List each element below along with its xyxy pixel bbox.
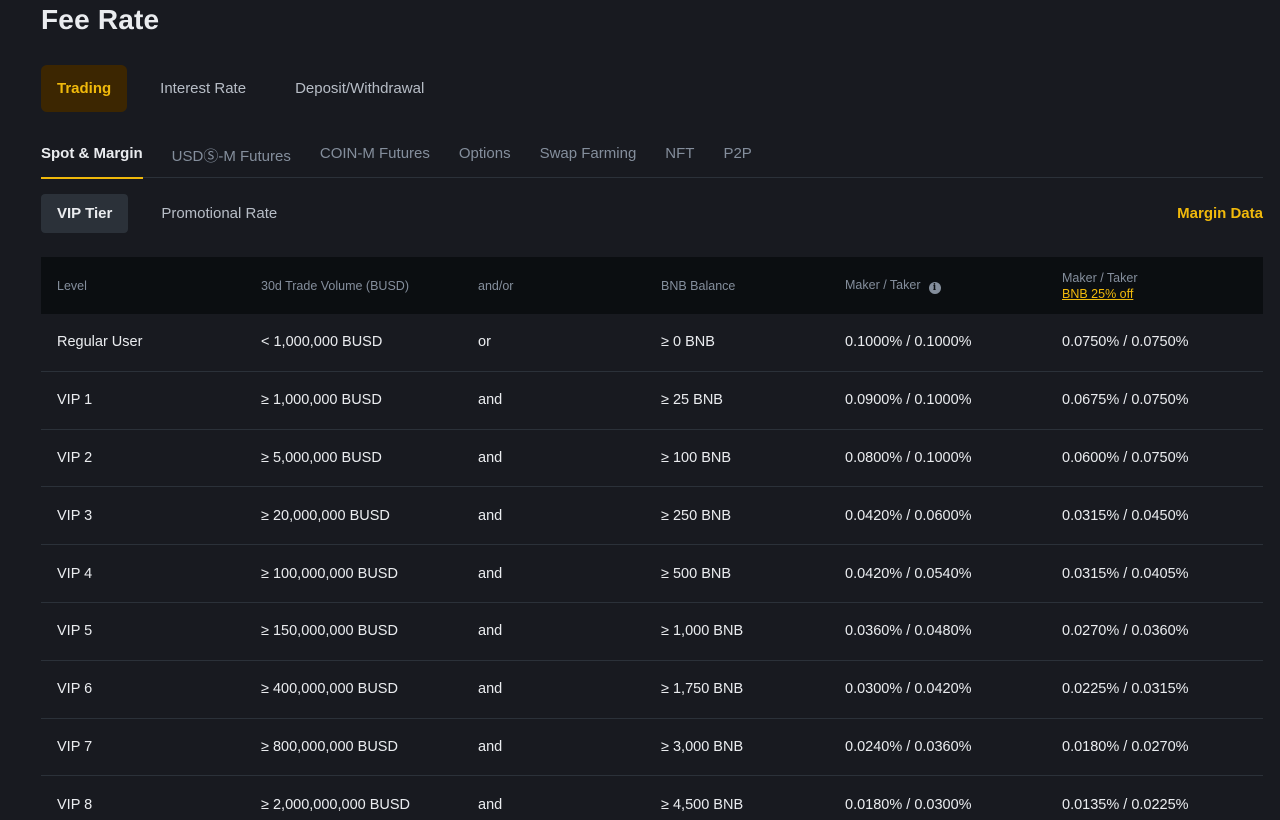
cell-andor: and [478, 738, 503, 755]
cell-level: Regular User [57, 334, 143, 351]
cell-bnb-balance: ≥ 3,000 BNB [661, 738, 744, 755]
table-header: Level 30d Trade Volume (BUSD) and/or BNB… [41, 257, 1263, 314]
cell-bnb-balance: ≥ 100 BNB [661, 449, 732, 466]
cell-maker-taker-bnb: 0.0600% / 0.0750% [1062, 449, 1189, 466]
cell-bnb-balance: ≥ 500 BNB [661, 565, 732, 582]
cell-maker-taker-bnb: 0.0315% / 0.0450% [1062, 507, 1189, 524]
table-row: VIP 1 ≥ 1,000,000 BUSD and ≥ 25 BNB 0.0900% … [41, 372, 1263, 430]
header-volume: 30d Trade Volume (BUSD) [261, 278, 409, 293]
tier-selector: VIP Tier Promotional Rate Margin Data [41, 194, 1263, 233]
cell-level: VIP 2 [57, 449, 93, 466]
cell-volume: ≥ 2,000,000,000 BUSD [261, 796, 411, 813]
tab-p2p[interactable]: P2P [723, 145, 752, 162]
cell-bnb-balance: ≥ 0 BNB [661, 334, 715, 351]
cell-maker-taker: 0.0240% / 0.0360% [845, 738, 972, 755]
header-level: Level [57, 278, 87, 293]
tab-nft[interactable]: NFT [665, 145, 695, 162]
cell-maker-taker-bnb: 0.0750% / 0.0750% [1062, 334, 1189, 351]
promotional-rate-button[interactable]: Promotional Rate [161, 205, 278, 222]
table-row: VIP 6 ≥ 400,000,000 BUSD and ≥ 1,750 BNB 0.0… [41, 661, 1263, 719]
table-row: VIP 5 ≥ 150,000,000 BUSD and ≥ 1,000 BNB 0.0… [41, 603, 1263, 661]
cell-maker-taker-bnb: 0.0315% / 0.0405% [1062, 565, 1189, 582]
cell-bnb-balance: ≥ 25 BNB [661, 392, 723, 409]
table-row: Regular User < 1,000,000 BUSD or ≥ 0 BNB 0.1… [41, 314, 1263, 372]
cell-volume: ≥ 150,000,000 BUSD [261, 623, 398, 640]
cell-andor: and [478, 449, 503, 466]
bnb-discount-link[interactable]: BNB 25% off [1062, 286, 1134, 301]
cell-andor: and [478, 681, 503, 698]
table-row: VIP 8 ≥ 2,000,000,000 BUSD and ≥ 4,500 BNB 0… [41, 776, 1263, 820]
header-maker-taker-bnb-label: Maker / Taker [1062, 270, 1138, 285]
fee-table: Level 30d Trade Volume (BUSD) and/or BNB… [41, 257, 1263, 820]
page-title: Fee Rate [41, 4, 160, 35]
cell-andor: and [478, 565, 503, 582]
cell-bnb-balance: ≥ 1,000 BNB [661, 623, 744, 640]
header-maker-taker-label: Maker / Taker [845, 277, 921, 292]
cell-level: VIP 1 [57, 392, 93, 409]
margin-data-link[interactable]: Margin Data [1177, 205, 1263, 222]
cell-level: VIP 8 [57, 796, 93, 813]
product-tabs: Spot & Margin USDⓈ-M Futures COIN-M Futu… [41, 140, 1263, 179]
cell-maker-taker-bnb: 0.0270% / 0.0360% [1062, 623, 1189, 640]
table-row: VIP 3 ≥ 20,000,000 BUSD and ≥ 250 BNB 0.0420… [41, 487, 1263, 546]
cell-maker-taker: 0.1000% / 0.1000% [845, 334, 972, 351]
cell-maker-taker: 0.0360% / 0.0480% [845, 623, 972, 640]
cell-maker-taker: 0.0900% / 0.1000% [845, 392, 972, 409]
tab-options[interactable]: Options [458, 145, 511, 162]
cell-volume: ≥ 1,000,000 BUSD [261, 392, 382, 409]
cell-maker-taker-bnb: 0.0675% / 0.0750% [1062, 392, 1189, 409]
cell-andor: and [478, 392, 503, 409]
tab-trading[interactable]: Trading [41, 65, 128, 112]
cell-level: VIP 6 [57, 681, 93, 698]
cell-maker-taker: 0.0180% / 0.0300% [845, 796, 972, 813]
header-maker-taker-bnb: Maker / Taker BNB 25% off [1046, 271, 1263, 301]
cell-volume: < 1,000,000 BUSD [261, 334, 383, 351]
header-bnb-balance: BNB Balance [661, 278, 736, 293]
cell-andor: and [478, 507, 503, 524]
cell-level: VIP 5 [57, 623, 93, 640]
cell-bnb-balance: ≥ 250 BNB [661, 507, 732, 524]
cell-maker-taker-bnb: 0.0180% / 0.0270% [1062, 738, 1189, 755]
cell-andor: and [478, 623, 503, 640]
header-maker-taker: Maker / Taker i [829, 278, 1046, 294]
cell-level: VIP 7 [57, 738, 93, 755]
tab-spot-margin[interactable]: Spot & Margin [41, 140, 143, 179]
cell-maker-taker: 0.0300% / 0.0420% [845, 681, 972, 698]
cell-maker-taker: 0.0420% / 0.0600% [845, 507, 972, 524]
vip-tier-button[interactable]: VIP Tier [41, 194, 129, 233]
cell-maker-taker: 0.0800% / 0.1000% [845, 449, 972, 466]
tab-swap-farming[interactable]: Swap Farming [539, 145, 637, 162]
cell-bnb-balance: ≥ 4,500 BNB [661, 796, 744, 813]
cell-maker-taker-bnb: 0.0225% / 0.0315% [1062, 681, 1189, 698]
tab-coin-m-futures[interactable]: COIN-M Futures [319, 145, 430, 162]
cell-volume: ≥ 800,000,000 BUSD [261, 738, 398, 755]
cell-level: VIP 4 [57, 565, 93, 582]
info-icon[interactable]: i [928, 281, 941, 294]
cell-volume: ≥ 20,000,000 BUSD [261, 507, 390, 524]
tab-usds-m-futures[interactable]: USDⓈ-M Futures [171, 148, 291, 165]
top-tabs: Trading Interest Rate Deposit/Withdrawal [41, 65, 457, 112]
table-row: VIP 4 ≥ 100,000,000 BUSD and ≥ 500 BNB 0.042… [41, 545, 1263, 603]
tab-deposit-withdrawal[interactable]: Deposit/Withdrawal [295, 80, 425, 97]
cell-maker-taker: 0.0420% / 0.0540% [845, 565, 972, 582]
table-row: VIP 2 ≥ 5,000,000 BUSD and ≥ 100 BNB 0.0800%… [41, 430, 1263, 488]
header-andor: and/or [478, 278, 514, 293]
cell-andor: or [478, 334, 491, 351]
cell-andor: and [478, 796, 503, 813]
table-row: VIP 7 ≥ 800,000,000 BUSD and ≥ 3,000 BNB 0.0… [41, 719, 1263, 777]
cell-level: VIP 3 [57, 507, 93, 524]
cell-maker-taker-bnb: 0.0135% / 0.0225% [1062, 796, 1189, 813]
cell-volume: ≥ 400,000,000 BUSD [261, 681, 398, 698]
table-body: Regular User < 1,000,000 BUSD or ≥ 0 BNB 0.1… [41, 314, 1263, 820]
tab-interest-rate[interactable]: Interest Rate [160, 80, 247, 97]
cell-bnb-balance: ≥ 1,750 BNB [661, 681, 744, 698]
cell-volume: ≥ 5,000,000 BUSD [261, 449, 382, 466]
cell-volume: ≥ 100,000,000 BUSD [261, 565, 398, 582]
